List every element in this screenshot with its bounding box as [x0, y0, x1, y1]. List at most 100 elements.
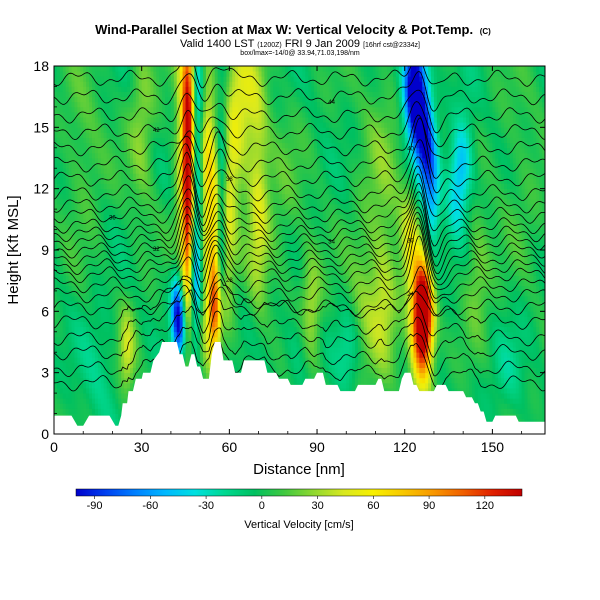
velocity-cell: [311, 301, 315, 307]
velocity-cell: [515, 316, 520, 322]
velocity-cell: [410, 296, 414, 302]
velocity-cell: [246, 316, 251, 322]
velocity-cell: [77, 326, 81, 333]
velocity-cell: [217, 280, 221, 287]
velocity-cell: [287, 280, 292, 287]
velocity-cell: [229, 342, 233, 348]
velocity-cell: [279, 316, 283, 322]
velocity-cell: [331, 280, 335, 287]
velocity-cell: [474, 336, 479, 343]
velocity-cell: [346, 285, 350, 292]
velocity-cell: [112, 367, 116, 374]
velocity-cell: [68, 347, 72, 353]
velocity-cell: [337, 331, 341, 338]
velocity-cell: [355, 326, 359, 333]
velocity-cell: [217, 321, 221, 328]
velocity-cell: [200, 290, 204, 297]
velocity-cell: [293, 331, 297, 338]
velocity-cell: [466, 393, 470, 399]
subtitle-fcst: [16hrf cst@2334z]: [363, 42, 420, 49]
velocity-cell: [147, 301, 151, 307]
velocity-cell: [255, 280, 259, 287]
velocity-cell: [185, 285, 189, 292]
velocity-cell: [366, 377, 371, 384]
velocity-cell: [507, 362, 511, 368]
velocity-cell: [328, 311, 333, 317]
velocity-cell: [100, 331, 105, 338]
velocity-cell: [167, 336, 172, 343]
velocity-cell: [83, 342, 87, 348]
velocity-cell: [425, 382, 429, 389]
velocity-cell: [109, 285, 113, 292]
velocity-cell: [264, 285, 268, 292]
velocity-cell: [381, 382, 385, 389]
velocity-cell: [445, 357, 449, 363]
velocity-cell: [138, 357, 143, 363]
velocity-cell: [132, 280, 137, 287]
velocity-cell: [498, 398, 502, 404]
velocity-cell: [132, 290, 137, 297]
velocity-cell: [129, 290, 134, 297]
velocity-cell: [176, 306, 181, 312]
velocity-cell: [170, 290, 175, 297]
velocity-cell: [94, 290, 99, 297]
velocity-cell: [59, 285, 64, 292]
velocity-cell: [83, 403, 87, 409]
velocity-cell: [492, 372, 496, 379]
velocity-cell: [127, 357, 131, 363]
velocity-cell: [419, 331, 423, 338]
velocity-cell: [229, 285, 233, 292]
velocity-cell: [264, 336, 268, 343]
velocity-cell: [533, 413, 537, 420]
velocity-cell: [77, 408, 81, 414]
velocity-cell: [542, 296, 545, 302]
velocity-cell: [121, 326, 125, 333]
velocity-cell: [489, 408, 493, 414]
velocity-cell: [112, 382, 116, 389]
velocity-cell: [401, 336, 406, 343]
velocity-cell: [463, 367, 467, 374]
velocity-cell: [208, 321, 213, 328]
velocity-cell: [442, 290, 447, 297]
velocity-cell: [188, 321, 192, 328]
velocity-cell: [65, 331, 70, 338]
velocity-cell: [454, 290, 458, 297]
velocity-cell: [220, 342, 224, 348]
velocity-cell: [112, 357, 116, 363]
velocity-cell: [83, 382, 87, 389]
velocity-cell: [255, 357, 259, 363]
velocity-cell: [463, 357, 467, 363]
velocity-cell: [530, 382, 534, 389]
velocity-cell: [346, 316, 350, 322]
velocity-cell: [431, 388, 435, 394]
velocity-cell: [492, 413, 496, 420]
velocity-cell: [542, 331, 545, 338]
velocity-cell: [165, 280, 169, 287]
velocity-cell: [474, 347, 479, 353]
velocity-cell: [393, 388, 397, 394]
velocity-cell: [355, 377, 359, 384]
velocity-cell: [124, 301, 128, 307]
velocity-cell: [62, 403, 67, 409]
velocity-cell: [59, 372, 64, 379]
velocity-cell: [542, 326, 545, 333]
velocity-cell: [129, 331, 134, 338]
velocity-cell: [276, 311, 280, 317]
velocity-cell: [62, 306, 67, 312]
velocity-cell: [97, 377, 102, 384]
velocity-cell: [112, 342, 116, 348]
velocity-cell: [325, 306, 330, 312]
velocity-cell: [463, 301, 467, 307]
velocity-cell: [86, 280, 90, 287]
velocity-cell: [74, 290, 78, 297]
velocity-cell: [334, 362, 338, 368]
velocity-cell: [495, 342, 499, 348]
velocity-cell: [249, 352, 254, 358]
velocity-cell: [334, 326, 338, 333]
velocity-cell: [56, 357, 61, 363]
velocity-cell: [284, 296, 289, 302]
velocity-cell: [498, 382, 502, 389]
velocity-cell: [337, 301, 341, 307]
velocity-cell: [527, 347, 531, 353]
velocity-cell: [112, 331, 116, 338]
